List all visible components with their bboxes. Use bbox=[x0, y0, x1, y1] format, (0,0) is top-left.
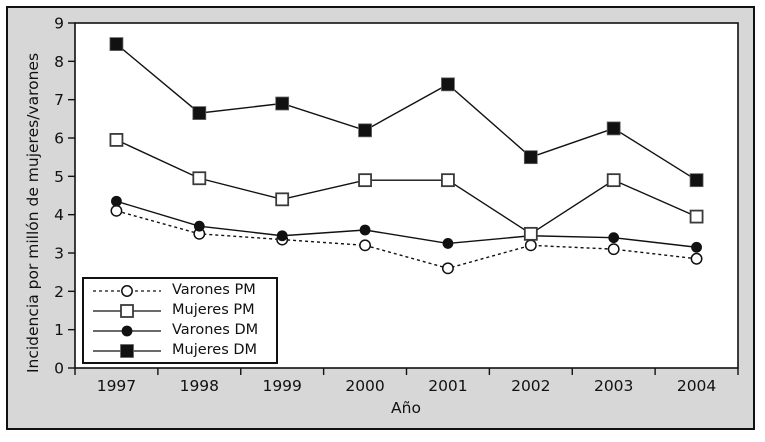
legend-item-varones-pm: Varones PM bbox=[91, 281, 276, 300]
svg-text:2003: 2003 bbox=[594, 377, 633, 395]
mujeres-dm-marker-icon bbox=[91, 343, 163, 359]
svg-text:9: 9 bbox=[54, 15, 64, 33]
svg-text:5: 5 bbox=[54, 168, 64, 186]
svg-text:7: 7 bbox=[54, 91, 64, 109]
svg-text:6: 6 bbox=[54, 130, 64, 148]
legend-label: Mujeres DM bbox=[172, 342, 258, 359]
legend-item-varones-dm: Varones DM bbox=[91, 321, 276, 340]
legend-item-mujeres-dm: Mujeres DM bbox=[91, 341, 276, 360]
svg-text:0: 0 bbox=[54, 360, 64, 378]
y-axis-label: Incidencia por millón de mujeres/varones bbox=[24, 52, 42, 374]
x-axis-label: Año bbox=[391, 399, 421, 417]
svg-text:2004: 2004 bbox=[677, 377, 716, 395]
svg-text:3: 3 bbox=[54, 245, 64, 263]
legend-label: Mujeres PM bbox=[172, 302, 255, 319]
svg-text:2000: 2000 bbox=[345, 377, 384, 395]
varones-pm-marker-icon bbox=[91, 283, 163, 299]
svg-text:2: 2 bbox=[54, 283, 64, 301]
svg-text:2002: 2002 bbox=[511, 377, 550, 395]
svg-text:2001: 2001 bbox=[428, 377, 467, 395]
legend-label: Varones PM bbox=[172, 282, 256, 299]
svg-text:8: 8 bbox=[54, 53, 64, 71]
svg-text:1998: 1998 bbox=[180, 377, 219, 395]
legend-item-mujeres-pm: Mujeres PM bbox=[91, 301, 276, 320]
legend: Varones PM Mujeres PM Varones DM Mujeres… bbox=[82, 277, 278, 364]
legend-label: Varones DM bbox=[172, 322, 259, 339]
mujeres-pm-marker-icon bbox=[91, 303, 163, 319]
svg-text:1999: 1999 bbox=[262, 377, 301, 395]
varones-dm-marker-icon bbox=[91, 323, 163, 339]
svg-text:1: 1 bbox=[54, 321, 64, 339]
svg-text:4: 4 bbox=[54, 206, 64, 224]
svg-text:1997: 1997 bbox=[97, 377, 136, 395]
